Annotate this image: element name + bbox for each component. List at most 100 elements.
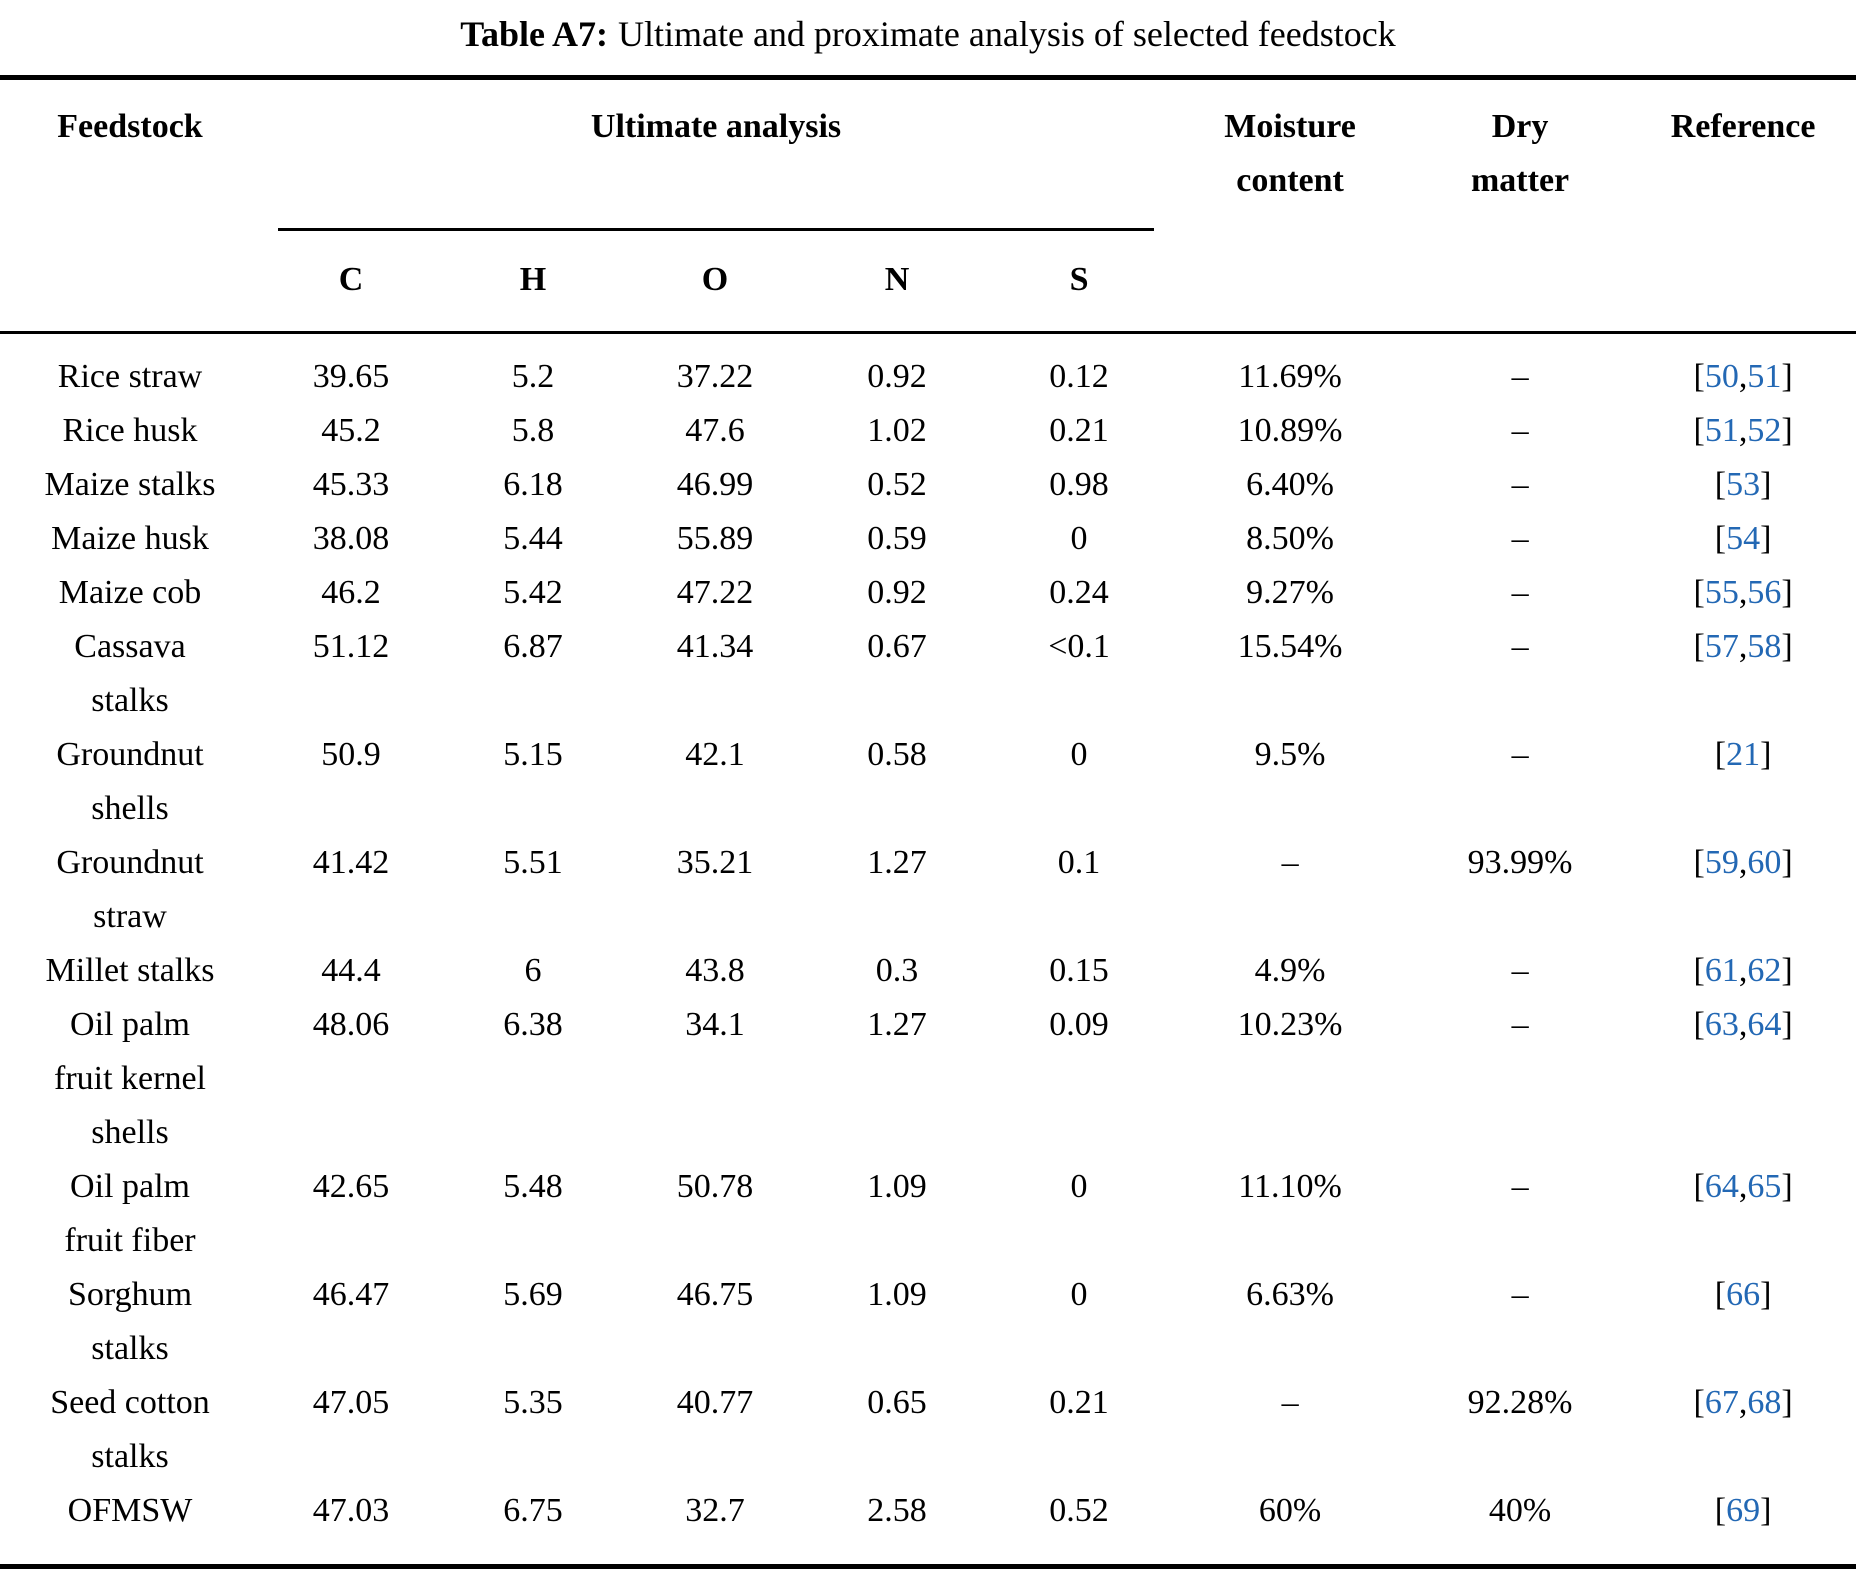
cell-reference: [64,65] (1630, 1160, 1856, 1268)
citation-link[interactable]: 63 (1704, 1006, 1739, 1043)
cell-s: 0.98 (1049, 466, 1109, 503)
citation-link[interactable]: 66 (1726, 1276, 1761, 1313)
cell-dry: 40% (1488, 1492, 1552, 1529)
citation-link[interactable]: 55 (1704, 574, 1739, 611)
cell-dry: 92.28% (1467, 1384, 1573, 1421)
cell-o: 32.7 (685, 1492, 745, 1529)
cell-feedstock: Rice husk (62, 412, 198, 449)
header-ultimate-analysis: Ultimate analysis (260, 78, 1170, 231)
citation-link[interactable]: 69 (1726, 1492, 1761, 1529)
ref-close-bracket: ] (1781, 1168, 1793, 1205)
citation-link[interactable]: 61 (1704, 952, 1739, 989)
citation-link[interactable]: 65 (1747, 1168, 1782, 1205)
cell-feedstock: Cassava stalks (74, 628, 186, 719)
cell-o: 37.22 (676, 358, 754, 395)
cell-feedstock: Maize stalks (44, 466, 216, 503)
cell-s: 0 (1070, 1168, 1088, 1205)
cell-moisture: 11.69% (1238, 358, 1342, 395)
cell-o: 46.99 (676, 466, 754, 503)
cell-feedstock: Oil palm fruit kernel shells (54, 1006, 206, 1151)
cell-n: 0.92 (867, 574, 927, 611)
table-row: Groundnut straw 41.42 5.51 35.21 1.27 0.… (0, 836, 1856, 944)
citation-link[interactable]: 52 (1747, 412, 1782, 449)
cell-n: 0.52 (867, 466, 927, 503)
cell-moisture: 11.10% (1238, 1168, 1342, 1205)
cell-feedstock: Groundnut straw (56, 844, 204, 935)
cell-moisture: 6.63% (1246, 1276, 1334, 1313)
table-row: Millet stalks 44.4 6 43.8 0.3 0.15 4.9% … (0, 944, 1856, 998)
cell-dry: – (1511, 736, 1529, 773)
cell-reference: [51,52] (1630, 404, 1856, 458)
citation-link[interactable]: 68 (1747, 1384, 1782, 1421)
cell-moisture: 9.27% (1246, 574, 1334, 611)
cell-c: 48.06 (312, 1006, 390, 1043)
cell-feedstock: OFMSW (67, 1492, 193, 1529)
table-row: Maize cob 46.2 5.42 47.22 0.92 0.24 9.27… (0, 566, 1856, 620)
citation-link[interactable]: 57 (1704, 628, 1739, 665)
citation-link[interactable]: 53 (1726, 466, 1761, 503)
citation-link[interactable]: 64 (1704, 1168, 1739, 1205)
citation-link[interactable]: 64 (1747, 1006, 1782, 1043)
ref-close-bracket: ] (1760, 520, 1772, 557)
citation-link[interactable]: 60 (1747, 844, 1782, 881)
cell-c: 38.08 (312, 520, 390, 557)
citation-link[interactable]: 56 (1747, 574, 1782, 611)
table-header: Feedstock Ultimate analysis Moisture con… (0, 78, 1856, 333)
citation-link[interactable]: 21 (1726, 736, 1761, 773)
table-row: Maize stalks 45.33 6.18 46.99 0.52 0.98 … (0, 458, 1856, 512)
table-caption: Table A7: Ultimate and proximate analysis… (0, 0, 1856, 58)
cell-c: 46.47 (312, 1276, 390, 1313)
cell-dry: – (1511, 952, 1529, 989)
table-row: Cassava stalks 51.12 6.87 41.34 0.67 <0.… (0, 620, 1856, 728)
citation-link[interactable]: 51 (1704, 412, 1739, 449)
ref-close-bracket: ] (1760, 1492, 1772, 1529)
table-row: OFMSW 47.03 6.75 32.7 2.58 0.52 60% 40% … (0, 1484, 1856, 1567)
cell-reference: [53] (1630, 458, 1856, 512)
cell-s: 0 (1070, 736, 1088, 773)
ref-open-bracket: [ (1714, 736, 1727, 773)
cell-n: 2.58 (867, 1492, 927, 1529)
citation-link[interactable]: 58 (1747, 628, 1782, 665)
cell-c: 44.4 (321, 952, 381, 989)
cell-n: 0.58 (867, 736, 927, 773)
cell-o: 50.78 (676, 1168, 754, 1205)
cell-c: 39.65 (312, 358, 390, 395)
cell-n: 0.59 (867, 520, 927, 557)
ref-open-bracket: [ (1714, 1492, 1727, 1529)
cell-feedstock: Oil palm fruit fiber (64, 1168, 196, 1259)
cell-o: 34.1 (685, 1006, 745, 1043)
cell-n: 1.09 (867, 1168, 927, 1205)
cell-o: 40.77 (676, 1384, 754, 1421)
header-hydrogen: H (519, 261, 547, 298)
cell-feedstock: Millet stalks (45, 952, 215, 989)
cell-c: 45.2 (321, 412, 381, 449)
cell-moisture: 9.5% (1254, 736, 1326, 773)
cell-n: 1.09 (867, 1276, 927, 1313)
cell-feedstock: Sorghum stalks (67, 1276, 193, 1367)
ref-close-bracket: ] (1760, 466, 1772, 503)
cell-s: 0.52 (1049, 1492, 1109, 1529)
citation-link[interactable]: 59 (1704, 844, 1739, 881)
table-caption-text: Ultimate and proximate analysis of selec… (617, 14, 1396, 54)
ref-close-bracket: ] (1781, 574, 1793, 611)
cell-c: 45.33 (312, 466, 390, 503)
cell-o: 46.75 (676, 1276, 754, 1313)
cell-dry: – (1511, 628, 1529, 665)
cell-c: 46.2 (321, 574, 381, 611)
citation-link[interactable]: 62 (1747, 952, 1782, 989)
citation-link[interactable]: 50 (1704, 358, 1739, 395)
cell-feedstock: Maize cob (58, 574, 202, 611)
citation-link[interactable]: 51 (1747, 358, 1782, 395)
cell-s: 0.15 (1049, 952, 1109, 989)
cell-n: 1.27 (867, 844, 927, 881)
cell-h: 5.44 (503, 520, 563, 557)
header-feedstock: Feedstock (57, 108, 203, 145)
cell-moisture: 10.89% (1237, 412, 1343, 449)
cell-dry: – (1511, 574, 1529, 611)
cell-s: 0.21 (1049, 412, 1109, 449)
cell-s: 0.09 (1049, 1006, 1109, 1043)
cell-dry: – (1511, 358, 1529, 395)
citation-link[interactable]: 54 (1726, 520, 1761, 557)
citation-link[interactable]: 67 (1704, 1384, 1739, 1421)
cell-c: 47.03 (312, 1492, 390, 1529)
